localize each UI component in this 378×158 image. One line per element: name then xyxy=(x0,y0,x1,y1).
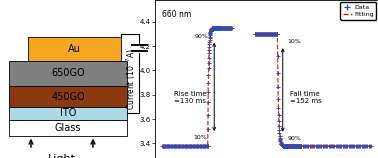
Y-axis label: Current (10$^{-7}$A): Current (10$^{-7}$A) xyxy=(125,48,138,110)
Text: 90%: 90% xyxy=(287,136,301,141)
Text: 450GO: 450GO xyxy=(51,91,85,102)
Text: ITO: ITO xyxy=(60,108,76,118)
Text: Glass: Glass xyxy=(55,123,81,133)
Bar xyxy=(28,37,121,61)
Bar xyxy=(9,86,127,107)
Text: 660 nm: 660 nm xyxy=(162,10,191,19)
Text: Light: Light xyxy=(48,154,76,158)
Text: 10%: 10% xyxy=(194,135,207,140)
Text: 10%: 10% xyxy=(287,39,301,44)
Text: 650GO: 650GO xyxy=(51,68,85,78)
Text: Fall time
=152 ms: Fall time =152 ms xyxy=(290,91,321,104)
Bar xyxy=(9,61,127,86)
Bar xyxy=(9,119,127,136)
Bar xyxy=(9,107,127,119)
Legend: Data, Fitting: Data, Fitting xyxy=(340,2,376,19)
Text: Au: Au xyxy=(68,44,81,54)
Text: Rise time
=130 ms: Rise time =130 ms xyxy=(174,91,206,104)
Text: 90%: 90% xyxy=(195,33,208,39)
